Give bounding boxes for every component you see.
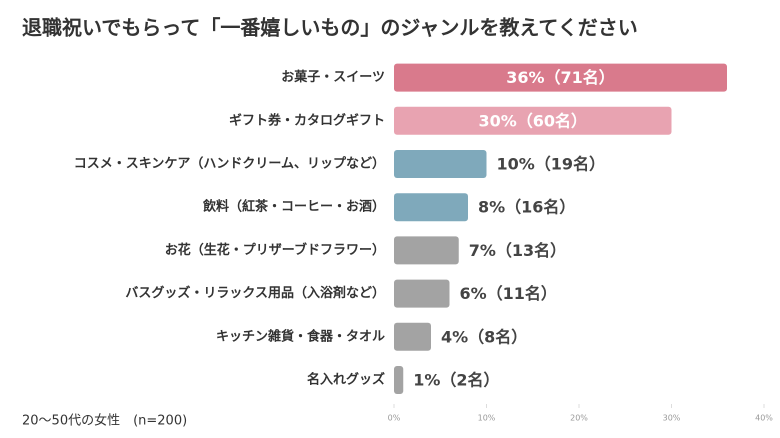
value-label: 10%（19名） (497, 155, 606, 174)
x-tick-label: 0% (388, 414, 401, 423)
value-label: 30%（60名） (478, 111, 587, 130)
x-tick-label: 10% (478, 414, 496, 423)
bar (394, 150, 487, 178)
x-tick-label: 30% (663, 414, 681, 423)
category-label: バスグッズ・リラックス用品（入浴剤など） (125, 285, 385, 301)
bar (394, 322, 431, 351)
x-tick-label: 40% (755, 414, 773, 423)
category-label: お花（生花・プリザーブドフラワー） (165, 242, 385, 258)
category-label: ギフト券・カタログギフト (229, 112, 385, 128)
bar (394, 63, 727, 92)
chart-title: 退職祝いでもらって「一番嬉しいもの」のジャンルを教えてください (22, 16, 638, 40)
value-label: 7%（13名） (469, 241, 566, 260)
category-label: お菓子・スイーツ (281, 69, 385, 85)
bar (394, 106, 672, 135)
category-label: 名入れグッズ (307, 372, 385, 388)
bar (394, 193, 468, 222)
value-label: 8%（16名） (478, 198, 575, 217)
footnote: 20〜50代の女性 (n=200) (22, 413, 187, 429)
category-label: キッチン雑貨・食器・タオル (216, 328, 385, 344)
category-label: 飲料（紅茶・コーヒー・お酒） (202, 199, 385, 215)
bar (394, 366, 404, 394)
value-label: 1%（2名） (413, 371, 499, 390)
value-label: 6%（11名） (460, 284, 557, 303)
bar (394, 279, 450, 308)
value-label: 36%（71名） (506, 68, 615, 87)
x-tick-label: 20% (570, 414, 588, 423)
bar (394, 236, 459, 265)
value-label: 4%（8名） (441, 327, 527, 346)
category-label: コスメ・スキンケア（ハンドクリーム、リップなど） (74, 156, 385, 172)
